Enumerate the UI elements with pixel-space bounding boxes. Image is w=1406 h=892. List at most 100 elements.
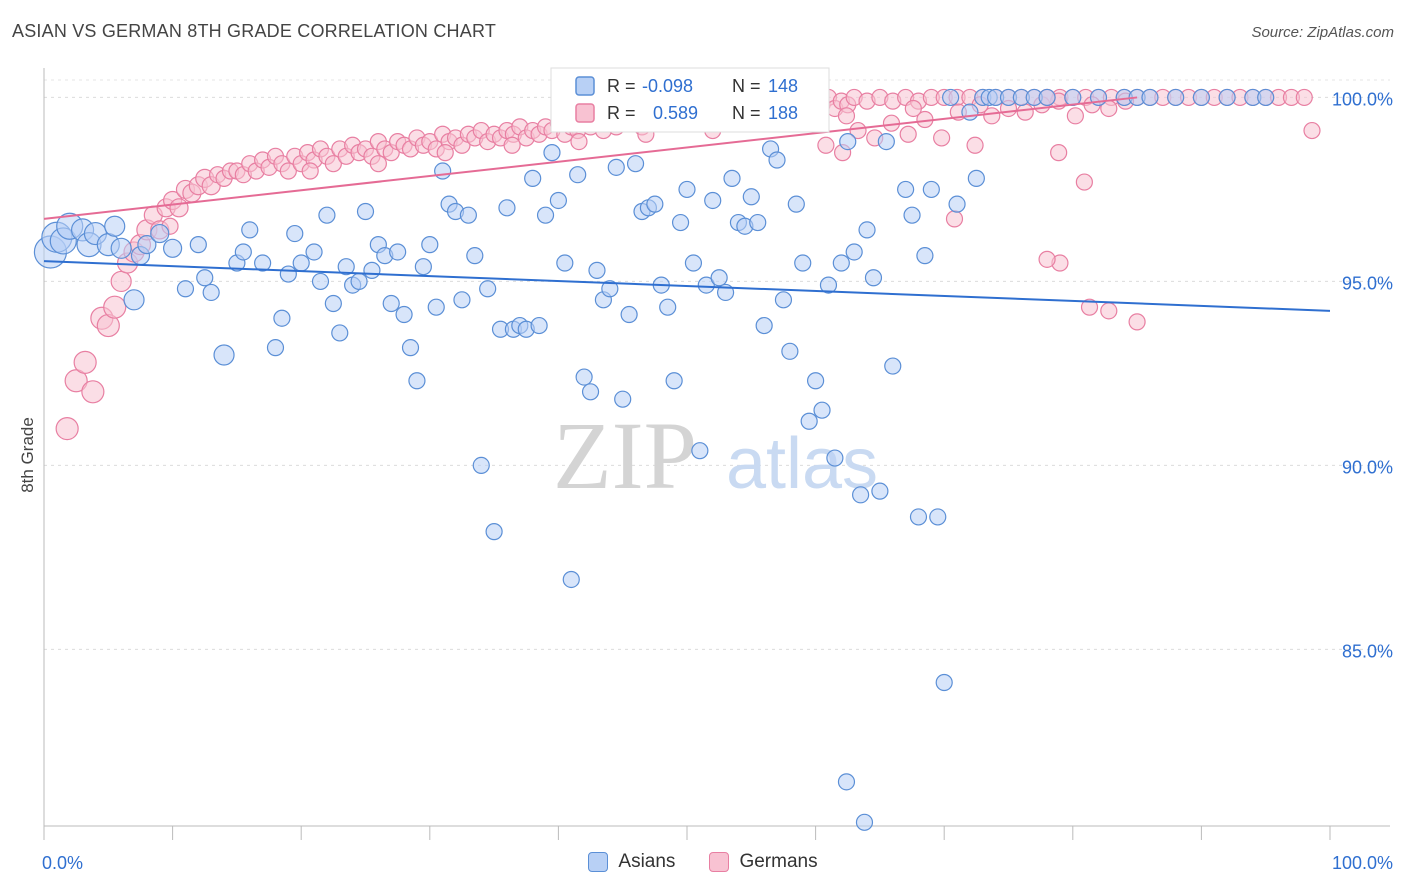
germans-point-166 <box>966 136 984 154</box>
asians-point-86 <box>671 213 690 232</box>
asians-point-128 <box>948 195 966 213</box>
stats-r-label-asians: R = <box>607 76 636 96</box>
watermark: ZIP atlas <box>553 402 878 509</box>
asians-point-65 <box>536 206 555 224</box>
legend-item-asians[interactable]: Asians <box>588 851 675 873</box>
asians-point-38 <box>363 261 381 279</box>
germans-point-0 <box>55 417 79 441</box>
asians-point-18 <box>202 283 220 302</box>
asians-point-13 <box>150 223 170 244</box>
asians-point-46 <box>414 258 432 276</box>
asians-point-82 <box>646 195 664 213</box>
germans-point-189 <box>503 136 521 154</box>
germans-point-33 <box>279 162 297 180</box>
asians-point-127 <box>942 88 960 107</box>
asians-point-84 <box>659 298 677 316</box>
asians-point-43 <box>395 305 413 324</box>
germans-point-186 <box>301 162 319 180</box>
asians-point-73 <box>588 261 606 279</box>
asians-point-120 <box>897 180 915 199</box>
asians-point-91 <box>704 191 722 210</box>
asians-point-67 <box>549 191 568 210</box>
asians-point-92 <box>710 269 728 287</box>
asians-point-113 <box>845 243 863 261</box>
asians-point-17 <box>196 269 214 287</box>
asians-point-31 <box>318 206 336 224</box>
asians-point-97 <box>742 188 760 206</box>
legend-swatch-asians <box>588 852 609 872</box>
asians-point-23 <box>254 254 272 272</box>
asians-point-94 <box>723 169 741 187</box>
germans-point-40 <box>324 155 342 173</box>
asians-point-47 <box>421 236 439 254</box>
asians-point-37 <box>356 202 375 221</box>
germans-point-172 <box>1066 107 1084 125</box>
tick-labels: 85.0% 90.0% 95.0% 100.0% 0.0% 100.0% <box>42 89 1393 873</box>
germans-point-157 <box>817 136 835 154</box>
asians-point-119 <box>884 357 902 375</box>
asians-point-77 <box>614 390 632 408</box>
asians-point-25 <box>273 309 291 327</box>
asians-point-78 <box>620 305 638 324</box>
asians-point-145 <box>1218 88 1236 107</box>
x-tick-label-0: 0.0% <box>42 853 83 873</box>
germans-point-3 <box>81 380 105 404</box>
germans-point-195 <box>904 99 922 118</box>
asians-point-22 <box>241 221 259 239</box>
asians-point-64 <box>530 316 548 335</box>
stats-r-value-germans: 0.589 <box>653 103 698 123</box>
germans-point-190 <box>570 132 588 151</box>
asians-point-79 <box>626 155 645 173</box>
asians-point-103 <box>781 342 799 360</box>
germans-point-156 <box>1295 88 1313 107</box>
asians-point-19 <box>213 344 235 366</box>
germans-point-183 <box>1038 250 1056 268</box>
asians-point-149 <box>855 813 874 831</box>
asians-point-109 <box>819 276 838 294</box>
asians-point-121 <box>903 206 921 224</box>
asians-point-44 <box>401 339 420 357</box>
asians-point-14 <box>163 238 183 258</box>
asians-point-117 <box>871 482 889 500</box>
asians-point-89 <box>691 442 709 460</box>
asians-point-137 <box>1038 88 1056 107</box>
asians-point-55 <box>472 456 490 474</box>
germans-point-16 <box>169 198 189 218</box>
asians-point-90 <box>697 276 715 294</box>
stats-legend-box <box>550 67 830 133</box>
y-tick-label-1: 90.0% <box>1342 457 1393 477</box>
asians-point-116 <box>864 269 883 287</box>
legend-item-germans[interactable]: Germans <box>709 851 818 873</box>
germans-point-167 <box>983 107 1001 125</box>
asians-point-106 <box>800 412 818 430</box>
asians-point-52 <box>453 291 471 309</box>
asians-point-29 <box>305 243 323 261</box>
asians-point-101 <box>768 151 786 169</box>
source-credit: Source: ZipAtlas.com <box>1251 24 1394 41</box>
asians-point-26 <box>279 265 297 283</box>
asians-point-76 <box>607 158 625 176</box>
asians-point-112 <box>839 132 857 151</box>
asians-point-15 <box>176 280 195 298</box>
germans-point-162 <box>899 125 917 143</box>
germans-point-194 <box>837 107 856 125</box>
y-tick-label-2: 95.0% <box>1342 273 1393 293</box>
asians-point-69 <box>562 570 580 589</box>
chart-title: ASIAN VS GERMAN 8TH GRADE CORRELATION CH… <box>12 21 497 41</box>
stats-legend: R = -0.098 N = 148 R = 0.589 N = 188 <box>550 67 830 133</box>
asians-point-8 <box>104 215 126 237</box>
germans-point-176 <box>945 210 964 228</box>
y-axis-label: 8th Grade <box>18 417 37 493</box>
asians-point-70 <box>569 166 587 184</box>
asians-point-12 <box>137 235 157 255</box>
asians-point-57 <box>485 523 503 541</box>
asians-point-99 <box>755 316 773 335</box>
asians-point-30 <box>311 272 330 291</box>
germans-point-7 <box>110 270 132 293</box>
asians-point-45 <box>408 372 426 390</box>
y-tick-label-0: 85.0% <box>1342 641 1393 661</box>
germans-point-184 <box>1303 121 1321 140</box>
germans-point-6 <box>103 295 127 319</box>
asians-point-142 <box>1141 88 1159 107</box>
